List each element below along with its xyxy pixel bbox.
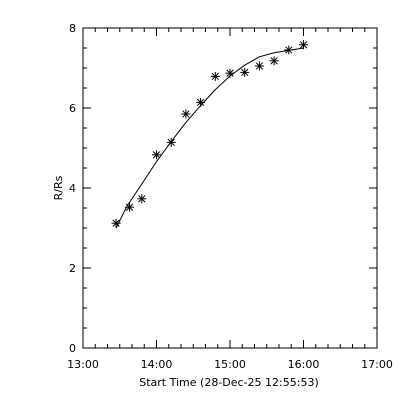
y-tick-label: 4 <box>69 182 76 195</box>
data-point-stroke <box>285 46 293 54</box>
data-point <box>240 67 250 77</box>
axis-ticks <box>82 27 378 349</box>
data-point <box>125 202 135 212</box>
data-point <box>137 194 147 204</box>
x-tick-label: 16:00 <box>288 358 320 371</box>
data-point-stroke <box>196 98 205 107</box>
data-point <box>111 218 121 228</box>
y-tick-labels: 0 2 4 6 8 <box>69 22 76 355</box>
y-tick-label: 6 <box>69 102 76 115</box>
x-tick-labels: 13:00 14:00 15:00 16:00 17:00 <box>67 358 393 371</box>
data-point <box>299 40 308 50</box>
y-tick-label: 2 <box>69 262 76 275</box>
data-point <box>210 71 220 81</box>
x-tick-label: 15:00 <box>214 358 246 371</box>
x-axis-label: Start Time (28-Dec-25 12:55:53) <box>139 376 319 389</box>
data-point-stroke <box>255 62 264 70</box>
data-point-stroke <box>138 195 146 203</box>
data-point <box>225 68 235 78</box>
y-tick-label: 0 <box>69 342 76 355</box>
data-point <box>181 109 191 119</box>
data-point-stroke <box>167 138 175 147</box>
x-tick-label: 13:00 <box>67 358 99 371</box>
data-point <box>254 61 264 71</box>
data-point-stroke <box>211 72 219 81</box>
data-point <box>269 56 279 66</box>
x-tick-label: 17:00 <box>361 358 393 371</box>
data-points <box>111 40 308 228</box>
data-point <box>166 137 176 147</box>
data-point-stroke <box>182 110 190 118</box>
data-point <box>196 97 206 107</box>
data-point-stroke <box>299 41 308 49</box>
data-point-stroke <box>241 68 249 77</box>
data-point-stroke <box>112 219 120 227</box>
data-point-stroke <box>152 151 161 159</box>
data-point-stroke <box>270 57 278 65</box>
data-point-stroke <box>125 203 134 211</box>
x-tick-label: 14:00 <box>141 358 173 371</box>
data-point-stroke <box>226 69 234 77</box>
fit-line <box>115 47 304 229</box>
y-tick-label: 8 <box>69 22 76 35</box>
data-point <box>284 45 294 55</box>
data-point <box>152 150 161 160</box>
y-axis-label: R/Rs <box>52 175 65 200</box>
